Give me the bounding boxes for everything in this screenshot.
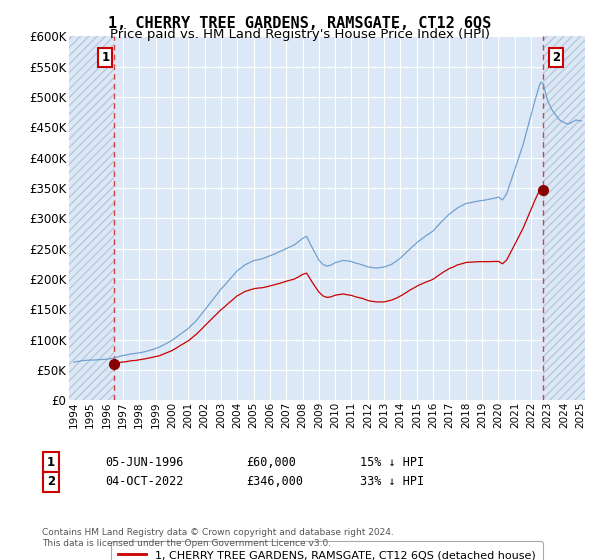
- Text: £60,000: £60,000: [246, 455, 296, 469]
- Text: 1: 1: [47, 455, 55, 469]
- Text: 1: 1: [101, 51, 109, 64]
- Text: £346,000: £346,000: [246, 475, 303, 488]
- Text: 33% ↓ HPI: 33% ↓ HPI: [360, 475, 424, 488]
- Text: 05-JUN-1996: 05-JUN-1996: [105, 455, 184, 469]
- Text: 15% ↓ HPI: 15% ↓ HPI: [360, 455, 424, 469]
- Text: 2: 2: [553, 51, 560, 64]
- Text: 2: 2: [47, 475, 55, 488]
- Legend: 1, CHERRY TREE GARDENS, RAMSGATE, CT12 6QS (detached house), HPI: Average price,: 1, CHERRY TREE GARDENS, RAMSGATE, CT12 6…: [110, 542, 544, 560]
- Text: 04-OCT-2022: 04-OCT-2022: [105, 475, 184, 488]
- Text: 1, CHERRY TREE GARDENS, RAMSGATE, CT12 6QS: 1, CHERRY TREE GARDENS, RAMSGATE, CT12 6…: [109, 16, 491, 31]
- Bar: [544, 36, 585, 400]
- Text: Price paid vs. HM Land Registry's House Price Index (HPI): Price paid vs. HM Land Registry's House …: [110, 28, 490, 41]
- Bar: [69, 36, 113, 400]
- Text: Contains HM Land Registry data © Crown copyright and database right 2024.
This d: Contains HM Land Registry data © Crown c…: [42, 528, 394, 548]
